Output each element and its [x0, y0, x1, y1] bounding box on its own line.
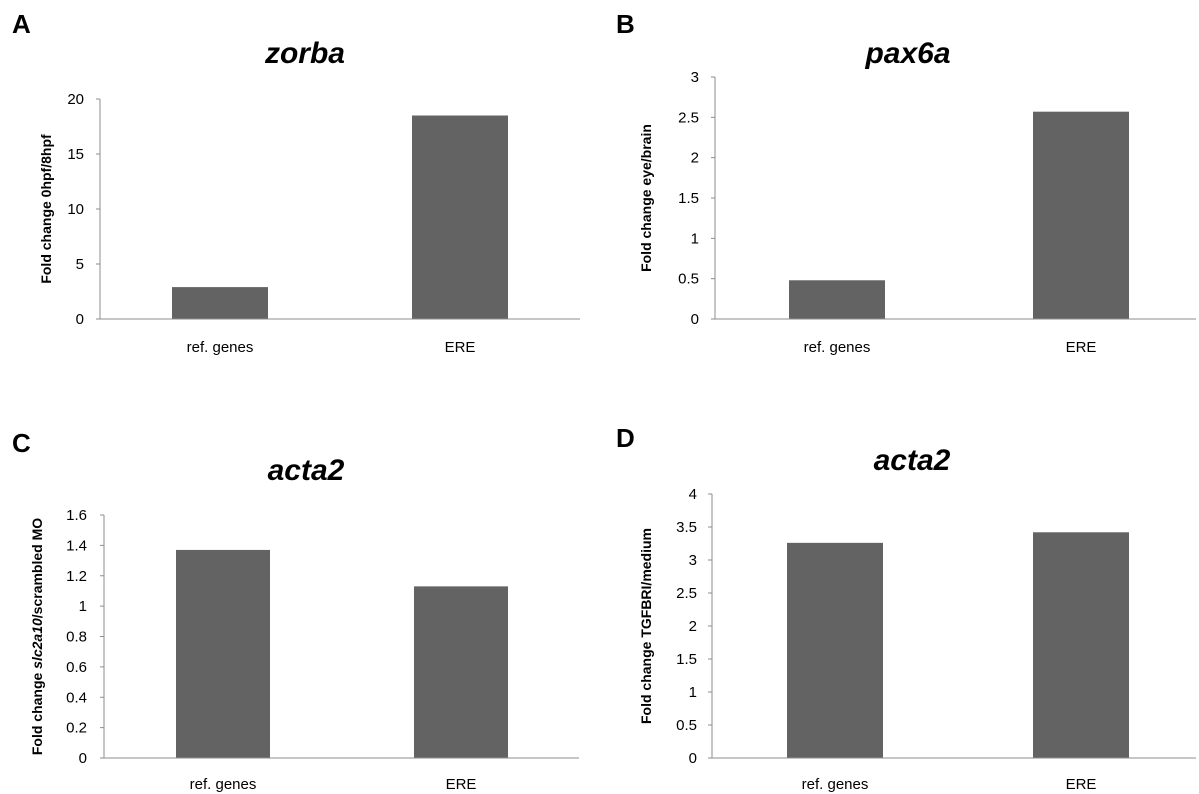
panel-a-bar-ere: [412, 115, 508, 319]
panel-c-ytick-label: 1.4: [66, 537, 87, 554]
panel-c-ytick-label: 0.6: [66, 659, 87, 676]
panel-b-ylabel: Fold change eye/brain: [638, 124, 654, 272]
panel-b-ytick-label: 1.5: [678, 190, 699, 207]
panel-d-bar-ere: [1033, 532, 1129, 758]
panel-a-xtick-label: ref. genes: [187, 339, 254, 356]
panel-c-xtick-label: ref. genes: [190, 776, 257, 793]
panel-d-bar-ref-genes: [787, 542, 883, 758]
panel-b-xtick-label: ERE: [1066, 339, 1097, 356]
panel-c-ytick-label: 1.6: [66, 507, 87, 524]
panel-c-ytick-label: 0.2: [66, 720, 87, 737]
panel-d-letter: D: [616, 423, 635, 453]
panel-b-bar-ref-genes: [789, 280, 885, 319]
panel-b-ytick-label: 0.5: [678, 271, 699, 288]
panel-a-bar-ref-genes: [172, 287, 268, 319]
panel-d-ytick-label: 1.5: [676, 651, 697, 668]
panel-c-bar-ere: [414, 586, 508, 758]
panel-c-ytick-label: 0.4: [66, 689, 87, 706]
panel-b-title: pax6a: [864, 37, 950, 70]
panel-a-letter: A: [12, 9, 31, 39]
panel-c-ytick-label: 1: [79, 598, 87, 615]
panel-a-xtick-label: ERE: [445, 339, 476, 356]
panel-a-ytick-label: 10: [67, 201, 84, 218]
panel-d-ylabel: Fold change TGFBRI/medium: [638, 528, 654, 724]
panel-c-title: acta2: [268, 454, 345, 487]
panel-c-ytick-label: 0.8: [66, 629, 87, 646]
panel-d-ytick-label: 4: [689, 486, 697, 503]
panel-b-ytick-label: 0: [691, 311, 699, 328]
panel-b-ytick-label: 2: [691, 150, 699, 167]
panel-d-title: acta2: [874, 444, 951, 477]
panel-c-bar-ref-genes: [176, 549, 270, 758]
panel-c-ylabel: Fold change slc2a10/scrambled MO: [29, 518, 45, 755]
panel-b-bar-ere: [1033, 111, 1129, 319]
panel-d-xtick-label: ERE: [1066, 776, 1097, 793]
panel-a-ytick-label: 5: [76, 256, 84, 273]
panel-b-ytick-label: 1: [691, 230, 699, 247]
panel-c-ytick-label: 1.2: [66, 568, 87, 585]
panel-c-ytick-label: 0: [79, 750, 87, 767]
panel-d-ytick-label: 3.5: [676, 519, 697, 536]
panel-c-letter: C: [12, 428, 31, 458]
panel-d-ytick-label: 0: [689, 750, 697, 767]
panel-d-ytick-label: 3: [689, 552, 697, 569]
panel-d-xtick-label: ref. genes: [802, 776, 869, 793]
panel-a-ylabel: Fold change 0hpf/8hpf: [38, 134, 54, 284]
panel-a-ytick-label: 15: [67, 146, 84, 163]
panel-a-ytick-label: 20: [67, 91, 84, 108]
panel-b-xtick-label: ref. genes: [804, 339, 871, 356]
panel-d-ytick-label: 2.5: [676, 585, 697, 602]
panel-d-ytick-label: 1: [689, 684, 697, 701]
panel-b-letter: B: [616, 9, 635, 39]
panel-d-ytick-label: 2: [689, 618, 697, 635]
panel-b-ytick-label: 3: [691, 69, 699, 86]
panel-a-title: zorba: [264, 37, 345, 70]
panel-b-ytick-label: 2.5: [678, 109, 699, 126]
panel-a-ytick-label: 0: [76, 311, 84, 328]
panel-c-xtick-label: ERE: [446, 776, 477, 793]
panel-d-ytick-label: 0.5: [676, 717, 697, 734]
